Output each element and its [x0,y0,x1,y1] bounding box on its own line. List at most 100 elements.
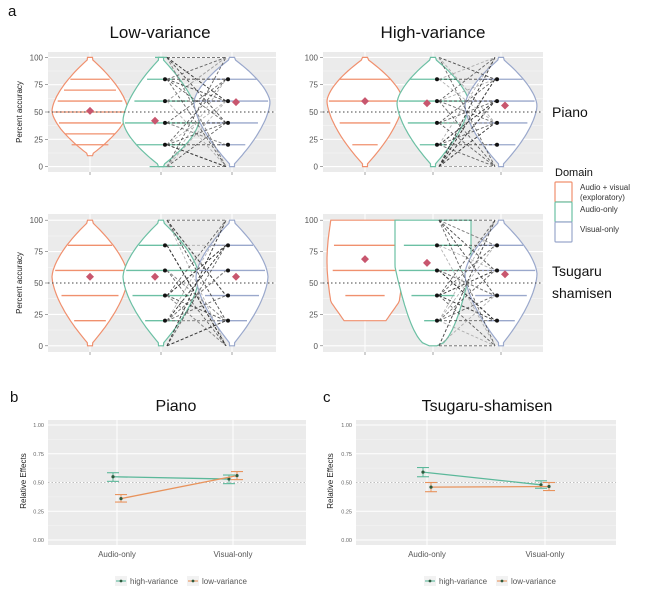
y-tick-label: 75 [309,248,318,257]
y-tick-label: 1.00 [33,423,44,429]
row-label-shamisen-line1: Tsugaru [552,263,602,279]
data-point [539,483,543,487]
facet-low-variance-piano: 0 25 50 75 100 [30,52,276,175]
paired-response-line [166,295,227,347]
y-tick-label: 100 [305,53,319,62]
violin-audio-only [396,56,470,168]
response-point [226,120,230,125]
paired-response-line [166,122,227,146]
data-point [119,497,123,501]
paired-response-line [166,144,227,168]
y-tick-label: 50 [34,279,43,288]
paired-response-line [166,78,227,124]
y-axis-title-piano: Percent accuracy [15,81,24,143]
y-tick-label: 50 [309,108,318,117]
paired-response-line [166,100,227,146]
response-point [435,99,439,104]
violin-audio-only [394,219,472,347]
legend-title: Domain [555,167,593,179]
response-point [435,293,439,298]
panel-letter-a: a [8,3,17,20]
series-line [112,476,230,480]
response-point [226,142,230,147]
response-point [163,293,167,298]
legend-swatch-audio-only [554,201,573,223]
series-line [422,471,542,486]
facet-high-variance-tsugaru-shamisen: 0 25 50 75 100 [305,214,543,355]
paired-response-line [438,56,496,80]
row-label-shamisen-line2: shamisen [552,285,612,301]
facet-title-high-variance: High-variance [381,23,486,42]
y-tick-label: 0.75 [33,452,44,458]
panel-b-plot: 0.00 0.25 0.50 0.75 1.00 Audio-only Visual-onl… [33,420,306,586]
paired-response-line [166,57,227,102]
y-tick-label: 75 [34,248,43,257]
paired-response-line [438,100,496,167]
y-tick-label: 0.00 [341,538,352,544]
data-point [235,474,239,478]
facet-title-low-variance: Low-variance [109,23,210,42]
y-tick-label: 0.50 [341,481,352,487]
violin-visual-only [464,219,538,347]
legend-label-audio-only: Audio-only [580,205,618,214]
y-tick-label: 0 [39,342,44,351]
paired-response-line [438,219,496,246]
y-tick-label: 100 [30,216,44,225]
mean-marker [151,272,159,281]
paired-response-line [438,270,496,322]
data-point [111,475,115,479]
series-line [120,474,238,500]
y-tick-label: 50 [309,279,318,288]
series-high-variance [417,466,547,489]
paired-response-line [166,220,227,346]
response-point [163,142,167,147]
series-low-variance [425,481,555,493]
legend-label-audio-visual-1: Audio + visual [580,183,630,192]
legend-key-point [191,579,195,583]
mean-marker [501,101,509,110]
panel-letter-c: c [323,389,331,406]
facet-low-variance-tsugaru-shamisen: 0 25 50 75 100 [30,214,276,355]
response-point [495,142,499,147]
response-point [435,268,439,273]
y-tick-label: 0 [314,163,319,172]
relative-effects-plots: 0.00 0.25 0.50 0.75 1.00 Audio-only Visual-onl… [33,420,616,586]
data-point [429,485,433,489]
paired-response-line [166,219,227,321]
paired-response-line [438,57,496,124]
legend-key-point [500,579,504,583]
row-label-piano: Piano [552,104,588,120]
legend-key-point [428,579,432,583]
x-category-label: Visual-only [526,550,565,559]
legend-label-low-variance: low-variance [511,577,556,586]
response-point [495,120,499,125]
response-point [226,293,230,298]
legend-label-high-variance: high-variance [130,577,179,586]
response-point [163,268,167,273]
paired-response-line [438,295,496,347]
paired-response-line [438,295,496,322]
mean-marker [423,258,431,267]
paired-response-line [166,270,227,322]
y-tick-label: 0.50 [33,481,44,487]
paired-response-line [438,220,496,346]
facet-high-variance-piano: 0 25 50 75 100 [305,52,543,175]
response-point [226,318,230,323]
y-tick-label: 100 [305,216,319,225]
legend-swatch-audio-visual [554,181,573,203]
legend-label-visual-only: Visual-only [580,225,619,234]
y-tick-label: 25 [309,310,318,319]
y-tick-label: 1.00 [341,423,352,429]
paired-response-line [166,320,227,347]
mean-marker [423,99,431,108]
x-category-label: Visual-only [214,550,253,559]
response-point [163,99,167,104]
y-tick-label: 0 [39,163,44,172]
response-point [163,120,167,125]
paired-response-line [166,122,227,167]
response-point [163,318,167,323]
panel-c-title: Tsugaru-shamisen [422,398,553,415]
data-point [421,470,425,474]
series-low-variance [115,471,243,503]
paired-response-line [438,220,496,346]
